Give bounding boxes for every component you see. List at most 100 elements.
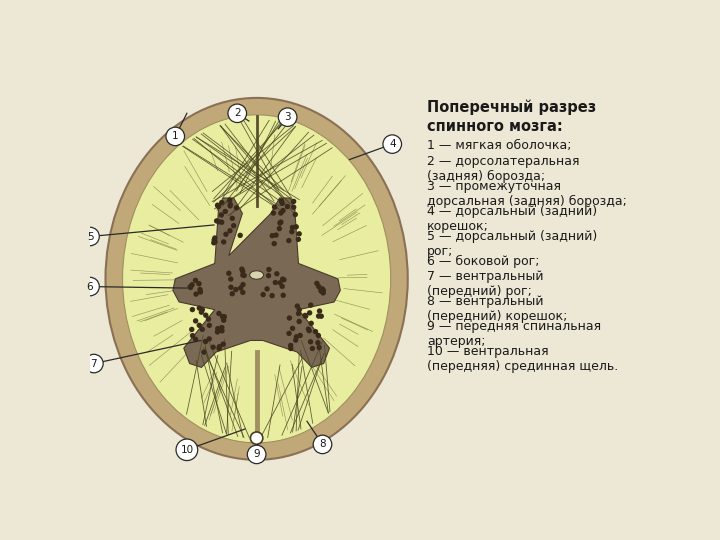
Circle shape — [310, 346, 315, 351]
Text: 4 — дорсальный (задний)
корешок;: 4 — дорсальный (задний) корешок; — [427, 205, 598, 233]
Circle shape — [279, 201, 285, 206]
Circle shape — [277, 280, 283, 286]
Circle shape — [284, 204, 290, 209]
Circle shape — [207, 336, 212, 342]
Circle shape — [197, 281, 202, 286]
Circle shape — [241, 273, 247, 278]
Circle shape — [193, 318, 198, 323]
Circle shape — [320, 289, 325, 294]
Text: 4: 4 — [389, 139, 395, 149]
Circle shape — [194, 292, 199, 297]
Circle shape — [220, 341, 226, 347]
Circle shape — [289, 229, 294, 234]
Circle shape — [251, 432, 263, 444]
Circle shape — [383, 135, 402, 153]
Circle shape — [221, 318, 226, 323]
Circle shape — [176, 439, 198, 461]
Ellipse shape — [250, 271, 264, 279]
Circle shape — [239, 266, 245, 272]
Circle shape — [288, 343, 294, 348]
Circle shape — [279, 198, 284, 204]
Text: Поперечный разрез
спинного мозга:: Поперечный разрез спинного мозга: — [427, 99, 596, 133]
Circle shape — [199, 307, 205, 312]
Circle shape — [219, 325, 225, 330]
Circle shape — [193, 337, 198, 342]
Circle shape — [294, 303, 300, 309]
Circle shape — [228, 276, 233, 282]
Circle shape — [297, 319, 302, 324]
Circle shape — [220, 314, 225, 319]
Circle shape — [219, 220, 225, 225]
Circle shape — [221, 239, 226, 245]
Circle shape — [307, 328, 312, 333]
Circle shape — [240, 282, 246, 287]
Circle shape — [216, 310, 222, 316]
Circle shape — [240, 268, 246, 274]
Circle shape — [288, 346, 294, 351]
Circle shape — [207, 322, 212, 328]
Circle shape — [273, 280, 278, 285]
Circle shape — [302, 313, 307, 318]
Circle shape — [228, 203, 233, 208]
Circle shape — [276, 226, 282, 231]
Circle shape — [214, 218, 220, 224]
Circle shape — [84, 354, 103, 373]
Text: 10 — вентральная
(передняя) срединная щель.: 10 — вентральная (передняя) срединная ще… — [427, 345, 618, 373]
Circle shape — [296, 310, 301, 316]
Circle shape — [240, 272, 246, 278]
Circle shape — [220, 328, 225, 334]
Circle shape — [81, 278, 99, 296]
Circle shape — [315, 340, 320, 346]
Text: 2 — дорсолатеральная
(задняя) борозда;: 2 — дорсолатеральная (задняя) борозда; — [427, 154, 580, 183]
Circle shape — [228, 202, 233, 207]
Circle shape — [233, 287, 238, 292]
Circle shape — [269, 293, 275, 298]
Text: 1: 1 — [172, 131, 179, 141]
Circle shape — [81, 227, 99, 246]
Circle shape — [238, 285, 243, 291]
Polygon shape — [173, 198, 341, 367]
Circle shape — [277, 220, 283, 226]
Circle shape — [261, 292, 266, 298]
Text: 3: 3 — [284, 112, 291, 122]
Circle shape — [266, 273, 271, 278]
Circle shape — [206, 316, 211, 322]
Circle shape — [318, 314, 324, 319]
Circle shape — [315, 333, 321, 338]
Circle shape — [217, 344, 222, 349]
Circle shape — [228, 228, 233, 233]
Circle shape — [219, 200, 225, 205]
Circle shape — [248, 445, 266, 464]
Text: 8: 8 — [319, 440, 326, 449]
Circle shape — [282, 277, 287, 282]
Text: 9: 9 — [253, 449, 260, 460]
Circle shape — [318, 287, 324, 292]
Circle shape — [199, 327, 205, 332]
Circle shape — [216, 346, 222, 351]
Circle shape — [212, 239, 217, 245]
Circle shape — [193, 278, 198, 283]
Circle shape — [279, 108, 297, 126]
Circle shape — [297, 231, 302, 237]
Circle shape — [316, 284, 321, 289]
Circle shape — [274, 271, 279, 276]
Circle shape — [223, 232, 229, 237]
Circle shape — [320, 288, 326, 293]
Circle shape — [266, 267, 271, 272]
Circle shape — [290, 326, 295, 331]
Circle shape — [190, 333, 195, 339]
Circle shape — [286, 238, 292, 244]
Circle shape — [189, 327, 194, 332]
Circle shape — [306, 326, 311, 332]
Circle shape — [297, 307, 302, 313]
Circle shape — [317, 308, 323, 314]
Circle shape — [238, 233, 243, 238]
Text: 8 — вентральный
(передний) корешок;: 8 — вентральный (передний) корешок; — [427, 295, 567, 323]
Text: 3 — промежуточная
дорсальная (задняя) борозда;: 3 — промежуточная дорсальная (задняя) бо… — [427, 179, 627, 208]
Circle shape — [280, 208, 286, 213]
Text: 6: 6 — [86, 281, 94, 292]
Text: 1 — мягкая оболочка;: 1 — мягкая оболочка; — [427, 139, 572, 152]
Circle shape — [212, 237, 217, 242]
Circle shape — [272, 204, 277, 210]
Circle shape — [279, 284, 285, 289]
